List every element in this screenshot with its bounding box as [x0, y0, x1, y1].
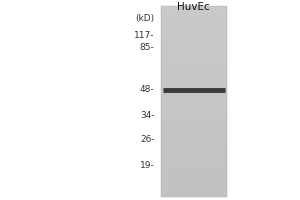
Text: 26-: 26-	[140, 136, 154, 144]
Text: 48-: 48-	[140, 86, 154, 95]
Text: (kD): (kD)	[135, 14, 154, 23]
Text: 34-: 34-	[140, 111, 154, 120]
Text: HuvEc: HuvEc	[177, 2, 210, 12]
Text: 85-: 85-	[140, 44, 154, 52]
Text: 117-: 117-	[134, 30, 154, 40]
Text: 19-: 19-	[140, 162, 154, 170]
Bar	[160, 6, 226, 197]
